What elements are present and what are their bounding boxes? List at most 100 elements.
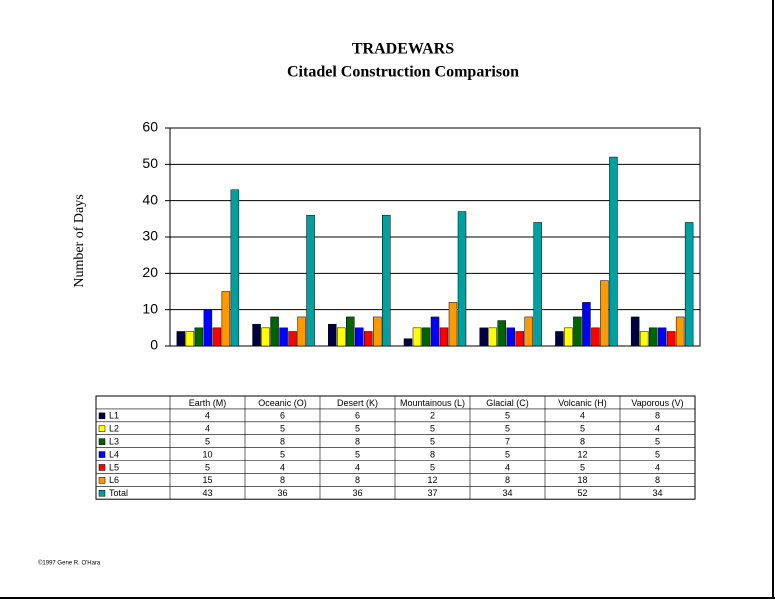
chart-subtitle: Citadel Construction Comparison bbox=[287, 64, 519, 81]
table-cell: 4 bbox=[505, 462, 510, 472]
bar bbox=[212, 327, 222, 347]
legend-label: L4 bbox=[109, 449, 119, 459]
legend-swatch bbox=[98, 451, 106, 458]
bar bbox=[297, 316, 306, 347]
x-tick-label: Volcanic (H) bbox=[558, 398, 607, 408]
table-cell: 36 bbox=[277, 488, 287, 498]
bar bbox=[524, 316, 533, 347]
table-cell: 5 bbox=[580, 462, 585, 472]
bar bbox=[185, 331, 195, 347]
bar bbox=[515, 331, 524, 347]
bar bbox=[448, 302, 458, 347]
table-cell: 4 bbox=[580, 411, 585, 421]
x-tick-label: Desert (K) bbox=[337, 398, 378, 408]
legend-label: Total bbox=[109, 488, 128, 498]
legend-label: L5 bbox=[109, 462, 119, 472]
table-cell: 8 bbox=[280, 437, 285, 447]
bar bbox=[261, 327, 270, 347]
bar bbox=[609, 156, 618, 347]
table-cell: 5 bbox=[655, 449, 660, 459]
table-cell: 5 bbox=[430, 424, 435, 434]
x-tick-label: Mountainous (L) bbox=[400, 398, 465, 408]
table-cell: 34 bbox=[502, 488, 512, 498]
bar bbox=[666, 331, 676, 347]
bar bbox=[346, 316, 355, 347]
table-cell: 4 bbox=[205, 411, 210, 421]
table-cell: 5 bbox=[430, 462, 435, 472]
bar bbox=[355, 327, 364, 347]
bar bbox=[176, 331, 186, 347]
table-cell: 34 bbox=[652, 488, 662, 498]
bar bbox=[675, 316, 685, 347]
footer: ©1997 Gene R. O'Hara bbox=[38, 560, 101, 567]
table-cell: 18 bbox=[577, 475, 587, 485]
y-tick-label: 0 bbox=[150, 337, 158, 353]
bar bbox=[439, 327, 449, 347]
table-cell: 8 bbox=[430, 449, 435, 459]
bar bbox=[306, 214, 315, 347]
table-cell: 5 bbox=[355, 449, 360, 459]
table-cell: 4 bbox=[655, 462, 660, 472]
table-cell: 8 bbox=[355, 437, 360, 447]
legend-swatch bbox=[98, 464, 106, 471]
table-cell: 12 bbox=[577, 449, 587, 459]
table-cell: 2 bbox=[430, 411, 435, 421]
legend-swatch bbox=[98, 438, 106, 445]
bar bbox=[506, 327, 515, 347]
legend-label: L1 bbox=[109, 411, 119, 421]
bar bbox=[684, 222, 694, 347]
table-cell: 15 bbox=[202, 475, 212, 485]
table-cell: 12 bbox=[427, 475, 437, 485]
bar bbox=[328, 323, 337, 347]
bar bbox=[203, 309, 213, 347]
table-cell: 5 bbox=[505, 424, 510, 434]
table-cell: 4 bbox=[280, 462, 285, 472]
bar bbox=[270, 316, 279, 347]
bar bbox=[564, 327, 573, 347]
table-cell: 10 bbox=[202, 449, 212, 459]
table-cell: 6 bbox=[280, 411, 285, 421]
y-tick-label: 40 bbox=[142, 191, 158, 207]
legend-swatch bbox=[98, 412, 106, 420]
y-tick-label: 60 bbox=[142, 119, 158, 135]
bar bbox=[497, 320, 506, 347]
y-axis-label: Number of Days bbox=[72, 194, 87, 287]
x-tick-label: Vaporous (V) bbox=[631, 398, 683, 408]
legend-label: L6 bbox=[109, 475, 119, 485]
bar bbox=[403, 338, 413, 347]
table-cell: 8 bbox=[580, 437, 585, 447]
chart-title: TRADEWARS bbox=[352, 41, 454, 58]
table-cell: 36 bbox=[352, 488, 362, 498]
table-cell: 4 bbox=[355, 462, 360, 472]
table-cell: 5 bbox=[430, 437, 435, 447]
table-cell: 5 bbox=[280, 424, 285, 434]
y-tick-label: 10 bbox=[142, 300, 158, 316]
bar bbox=[373, 316, 382, 347]
y-tick-label: 30 bbox=[142, 228, 158, 244]
table-cell: 5 bbox=[205, 462, 210, 472]
x-tick-label: Oceanic (O) bbox=[258, 398, 307, 408]
table-cell: 5 bbox=[205, 437, 210, 447]
table-cell: 8 bbox=[280, 475, 285, 485]
table-cell: 37 bbox=[427, 488, 437, 498]
table-cell: 52 bbox=[577, 488, 587, 498]
table-cell: 8 bbox=[355, 475, 360, 485]
legend-swatch bbox=[98, 425, 106, 432]
bar bbox=[648, 327, 658, 347]
table-cell: 8 bbox=[505, 475, 510, 485]
bar bbox=[194, 327, 204, 347]
y-tick-label: 20 bbox=[142, 264, 158, 280]
legend-swatch bbox=[98, 477, 106, 484]
bar bbox=[430, 316, 440, 347]
table-cell: 5 bbox=[655, 437, 660, 447]
table-cell: 5 bbox=[505, 411, 510, 421]
legend-swatch bbox=[98, 490, 106, 497]
bar bbox=[639, 331, 649, 347]
bar bbox=[555, 331, 564, 347]
bar bbox=[382, 214, 391, 347]
table-cell: 43 bbox=[202, 488, 212, 498]
x-tick-label: Glacial (C) bbox=[486, 398, 529, 408]
bar bbox=[591, 327, 600, 347]
